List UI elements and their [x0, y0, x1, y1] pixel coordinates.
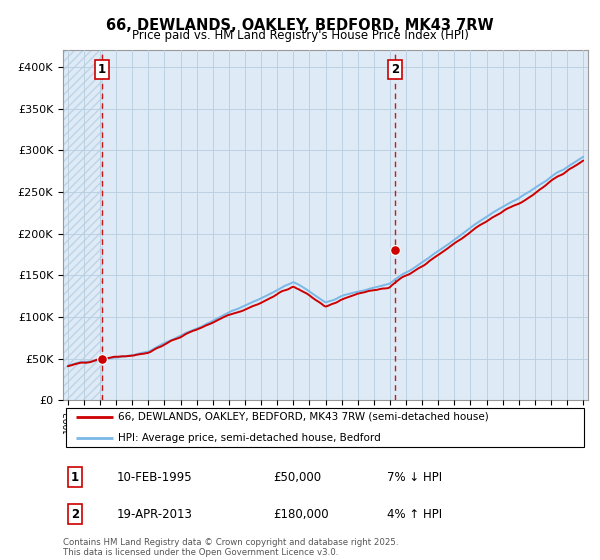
Text: 1: 1 [71, 470, 79, 484]
Text: Price paid vs. HM Land Registry's House Price Index (HPI): Price paid vs. HM Land Registry's House … [131, 29, 469, 42]
Text: 7% ↓ HPI: 7% ↓ HPI [387, 470, 442, 484]
Bar [63, 50, 102, 400]
Text: 2: 2 [391, 63, 399, 76]
Text: 66, DEWLANDS, OAKLEY, BEDFORD, MK43 7RW: 66, DEWLANDS, OAKLEY, BEDFORD, MK43 7RW [106, 18, 494, 33]
Text: £50,000: £50,000 [273, 470, 321, 484]
Text: 19-APR-2013: 19-APR-2013 [117, 507, 193, 521]
Text: Contains HM Land Registry data © Crown copyright and database right 2025.
This d: Contains HM Land Registry data © Crown c… [63, 538, 398, 557]
Text: 66, DEWLANDS, OAKLEY, BEDFORD, MK43 7RW (semi-detached house): 66, DEWLANDS, OAKLEY, BEDFORD, MK43 7RW … [118, 412, 489, 422]
Text: 10-FEB-1995: 10-FEB-1995 [117, 470, 193, 484]
Text: 4% ↑ HPI: 4% ↑ HPI [387, 507, 442, 521]
Text: HPI: Average price, semi-detached house, Bedford: HPI: Average price, semi-detached house,… [118, 433, 381, 443]
FancyBboxPatch shape [65, 408, 584, 447]
Text: 1: 1 [98, 63, 106, 76]
Text: 2: 2 [71, 507, 79, 521]
Text: £180,000: £180,000 [273, 507, 329, 521]
